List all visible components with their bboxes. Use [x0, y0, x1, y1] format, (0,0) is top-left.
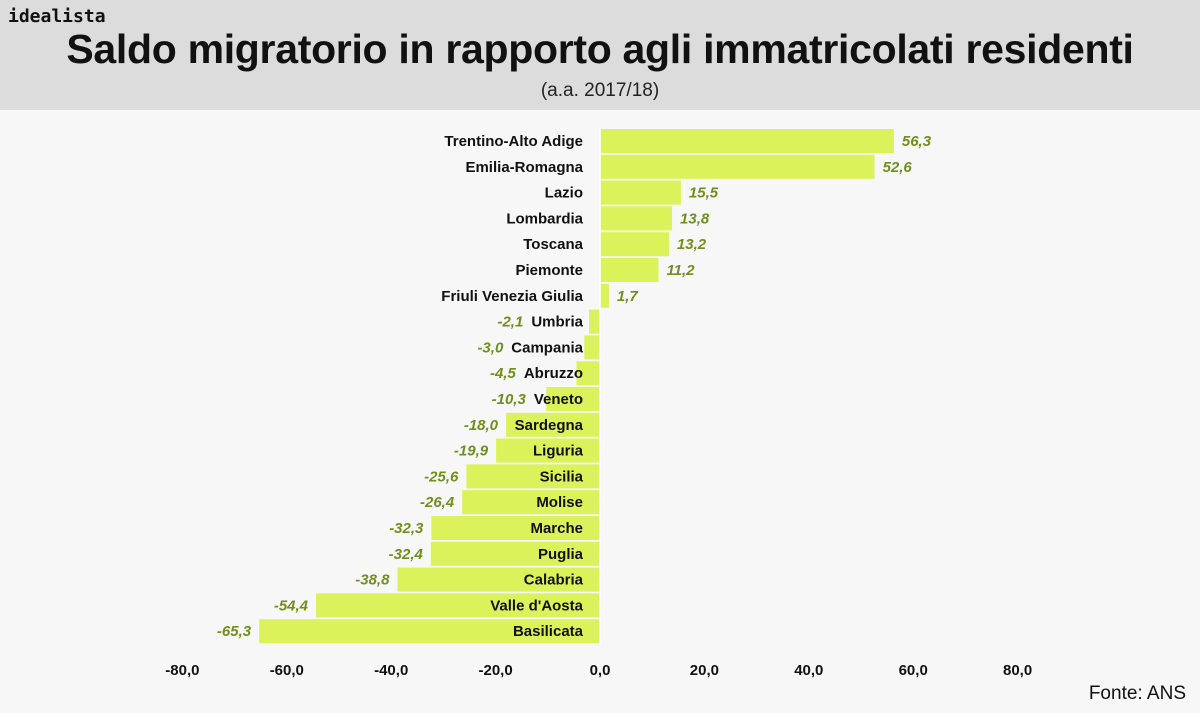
- category-label: Umbria: [531, 314, 583, 331]
- bar-13: [466, 464, 600, 489]
- category-label: Toscana: [523, 236, 583, 253]
- value-label: -38,8: [355, 572, 390, 589]
- bar-chart: Trentino-Alto Adige 56,3 Emilia-Romagna 52,…: [165, 127, 1032, 679]
- header: idealista Saldo migratorio in rapporto a…: [0, 0, 1200, 110]
- bar-12: [496, 438, 600, 463]
- bar-1: [600, 154, 875, 179]
- value-label: -2,1: [497, 314, 523, 331]
- value-label: -54,4: [274, 597, 309, 614]
- value-label: 13,8: [680, 210, 710, 227]
- category-label: Emilia-Romagna: [465, 159, 583, 176]
- bar-5: [600, 258, 659, 282]
- x-tick-label: -60,0: [270, 662, 304, 679]
- category-label: Puglia: [538, 546, 584, 563]
- value-label: 11,2: [666, 262, 695, 279]
- category-label: Calabria: [524, 572, 584, 589]
- value-label: 13,2: [677, 236, 707, 253]
- bar-16: [430, 541, 600, 566]
- category-label: Friuli Venezia Giulia: [441, 288, 583, 305]
- category-label: Abruzzo: [524, 365, 583, 382]
- value-label: -32,4: [389, 546, 424, 563]
- category-label: Valle d'Aosta: [490, 597, 583, 614]
- x-tick-label: -40,0: [374, 662, 408, 679]
- chart-subtitle: (a.a. 2017/18): [540, 80, 660, 101]
- value-label: -26,4: [420, 494, 455, 511]
- x-tick-label: 20,0: [690, 662, 719, 679]
- category-label: Sicilia: [540, 468, 584, 485]
- x-tick-label: 80,0: [1003, 662, 1032, 679]
- bar-7: [589, 309, 600, 334]
- category-label: Piemonte: [515, 262, 583, 279]
- bar-19: [259, 619, 600, 644]
- bar-9: [576, 361, 600, 386]
- bar-8: [584, 335, 600, 360]
- brand-logo: idealista: [8, 6, 106, 27]
- value-label: 52,6: [883, 159, 913, 176]
- value-label: -10,3: [492, 391, 527, 408]
- value-label: -65,3: [217, 623, 252, 640]
- value-label: -32,3: [389, 520, 424, 537]
- category-label: Sardegna: [515, 417, 584, 434]
- x-tick-label: -20,0: [478, 662, 512, 679]
- chart-title: Saldo migratorio in rapporto agli immatr…: [66, 26, 1134, 72]
- bar-2: [600, 180, 681, 205]
- bar-3: [600, 206, 673, 231]
- value-label: -25,6: [424, 468, 459, 485]
- category-label: Veneto: [534, 391, 583, 408]
- category-label: Lombardia: [506, 210, 583, 227]
- bar-18: [316, 593, 600, 618]
- value-label: 15,5: [689, 185, 719, 202]
- value-label: -4,5: [490, 365, 517, 382]
- bar-0: [600, 129, 894, 153]
- bar-6: [600, 283, 609, 308]
- x-tick-label: 40,0: [794, 662, 823, 679]
- category-label: Lazio: [545, 185, 583, 202]
- value-label: -18,0: [464, 417, 499, 434]
- bar-10: [546, 387, 600, 411]
- category-label: Molise: [536, 494, 583, 511]
- bar-14: [462, 490, 600, 515]
- bar-15: [431, 516, 600, 540]
- x-tick-label: 60,0: [899, 662, 928, 679]
- source-note: Fonte: ANS: [1088, 683, 1186, 704]
- category-label: Trentino-Alto Adige: [444, 133, 583, 150]
- category-label: Campania: [511, 339, 583, 356]
- bar-11: [506, 412, 600, 437]
- value-label: 1,7: [617, 288, 639, 305]
- category-label: Basilicata: [513, 623, 584, 640]
- bar-17: [397, 567, 600, 592]
- category-label: Marche: [530, 520, 583, 537]
- category-label: Liguria: [533, 443, 584, 460]
- value-label: -19,9: [454, 443, 489, 460]
- value-label: -3,0: [477, 339, 504, 356]
- x-tick-label: 0,0: [590, 662, 611, 679]
- value-label: 56,3: [902, 133, 932, 150]
- bar-4: [600, 232, 669, 257]
- x-tick-label: -80,0: [165, 662, 199, 679]
